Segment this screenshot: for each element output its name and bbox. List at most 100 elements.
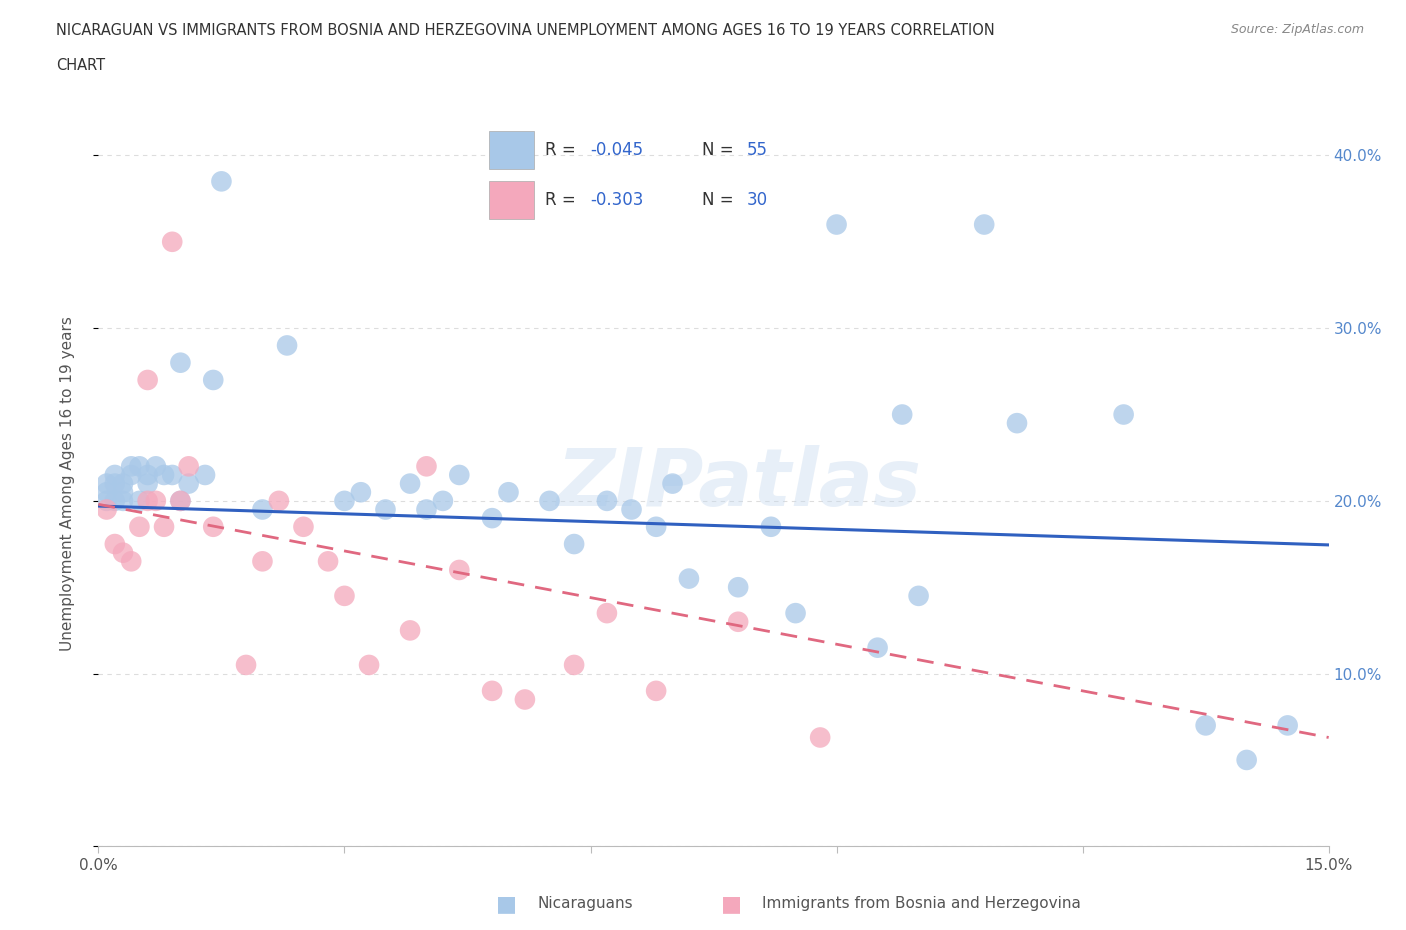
Point [120,554,142,569]
Point [415,458,437,473]
Point [562,537,585,551]
Point [1277,718,1299,733]
Text: 30: 30 [747,191,768,209]
Point [1112,407,1135,422]
Point [136,468,159,483]
Point [1195,718,1218,733]
Point [202,519,225,534]
Text: R =: R = [546,140,581,159]
Point [252,554,274,569]
Point [727,615,749,630]
Point [891,407,914,422]
Point [145,494,167,509]
Point [96,476,118,491]
Text: -0.303: -0.303 [591,191,643,209]
Point [292,519,315,534]
Point [907,589,929,604]
Point [112,494,135,509]
Point [128,494,150,509]
Point [104,468,127,483]
Point [645,519,668,534]
Text: ■: ■ [496,894,516,914]
Text: -0.045: -0.045 [591,140,643,159]
Text: Nicaraguans: Nicaraguans [537,897,633,911]
Point [104,476,127,491]
Point [785,605,807,620]
Point [481,684,503,698]
Point [211,174,233,189]
Text: N =: N = [702,140,738,159]
Point [481,511,503,525]
Point [112,476,135,491]
Point [727,579,749,594]
Point [596,494,619,509]
Point [162,468,184,483]
Point [374,502,396,517]
Point [120,468,142,483]
Point [498,485,520,499]
Point [136,476,159,491]
Point [661,476,683,491]
Point [645,684,668,698]
Point [866,640,889,655]
Point [333,494,356,509]
Point [1005,416,1028,431]
Point [112,485,135,499]
Point [267,494,290,509]
Point [104,537,127,551]
Point [136,494,159,509]
Text: CHART: CHART [56,58,105,73]
Point [449,468,471,483]
Point [399,623,422,638]
FancyBboxPatch shape [489,130,534,169]
Point [449,563,471,578]
Point [825,217,848,232]
Point [432,494,454,509]
Text: 55: 55 [747,140,768,159]
Point [120,458,142,473]
Text: Source: ZipAtlas.com: Source: ZipAtlas.com [1230,23,1364,36]
Point [128,519,150,534]
FancyBboxPatch shape [489,180,534,219]
Point [104,494,127,509]
Point [112,545,135,560]
Point [96,502,118,517]
Y-axis label: Unemployment Among Ages 16 to 19 years: Unemployment Among Ages 16 to 19 years [60,316,75,651]
Point [513,692,536,707]
Point [596,605,619,620]
Point [169,494,191,509]
Point [333,589,356,604]
Point [136,373,159,388]
Point [153,468,176,483]
Point [620,502,643,517]
Point [96,494,118,509]
Point [202,373,225,388]
Point [759,519,782,534]
Text: ZIPatlas: ZIPatlas [555,445,921,523]
Text: Immigrants from Bosnia and Herzegovina: Immigrants from Bosnia and Herzegovina [762,897,1081,911]
Point [169,355,191,370]
Point [538,494,561,509]
Text: R =: R = [546,191,581,209]
Point [1236,752,1258,767]
Point [177,476,200,491]
Text: NICARAGUAN VS IMMIGRANTS FROM BOSNIA AND HERZEGOVINA UNEMPLOYMENT AMONG AGES 16 : NICARAGUAN VS IMMIGRANTS FROM BOSNIA AND… [56,23,995,38]
Text: ■: ■ [721,894,741,914]
Point [973,217,995,232]
Point [808,730,831,745]
Point [350,485,373,499]
Point [359,658,381,672]
Point [678,571,700,586]
Point [415,502,437,517]
Point [252,502,274,517]
Point [562,658,585,672]
Point [399,476,422,491]
Point [194,468,217,483]
Point [145,458,167,473]
Point [169,494,191,509]
Point [96,485,118,499]
Point [128,458,150,473]
Point [162,234,184,249]
Point [153,519,176,534]
Point [276,338,298,352]
